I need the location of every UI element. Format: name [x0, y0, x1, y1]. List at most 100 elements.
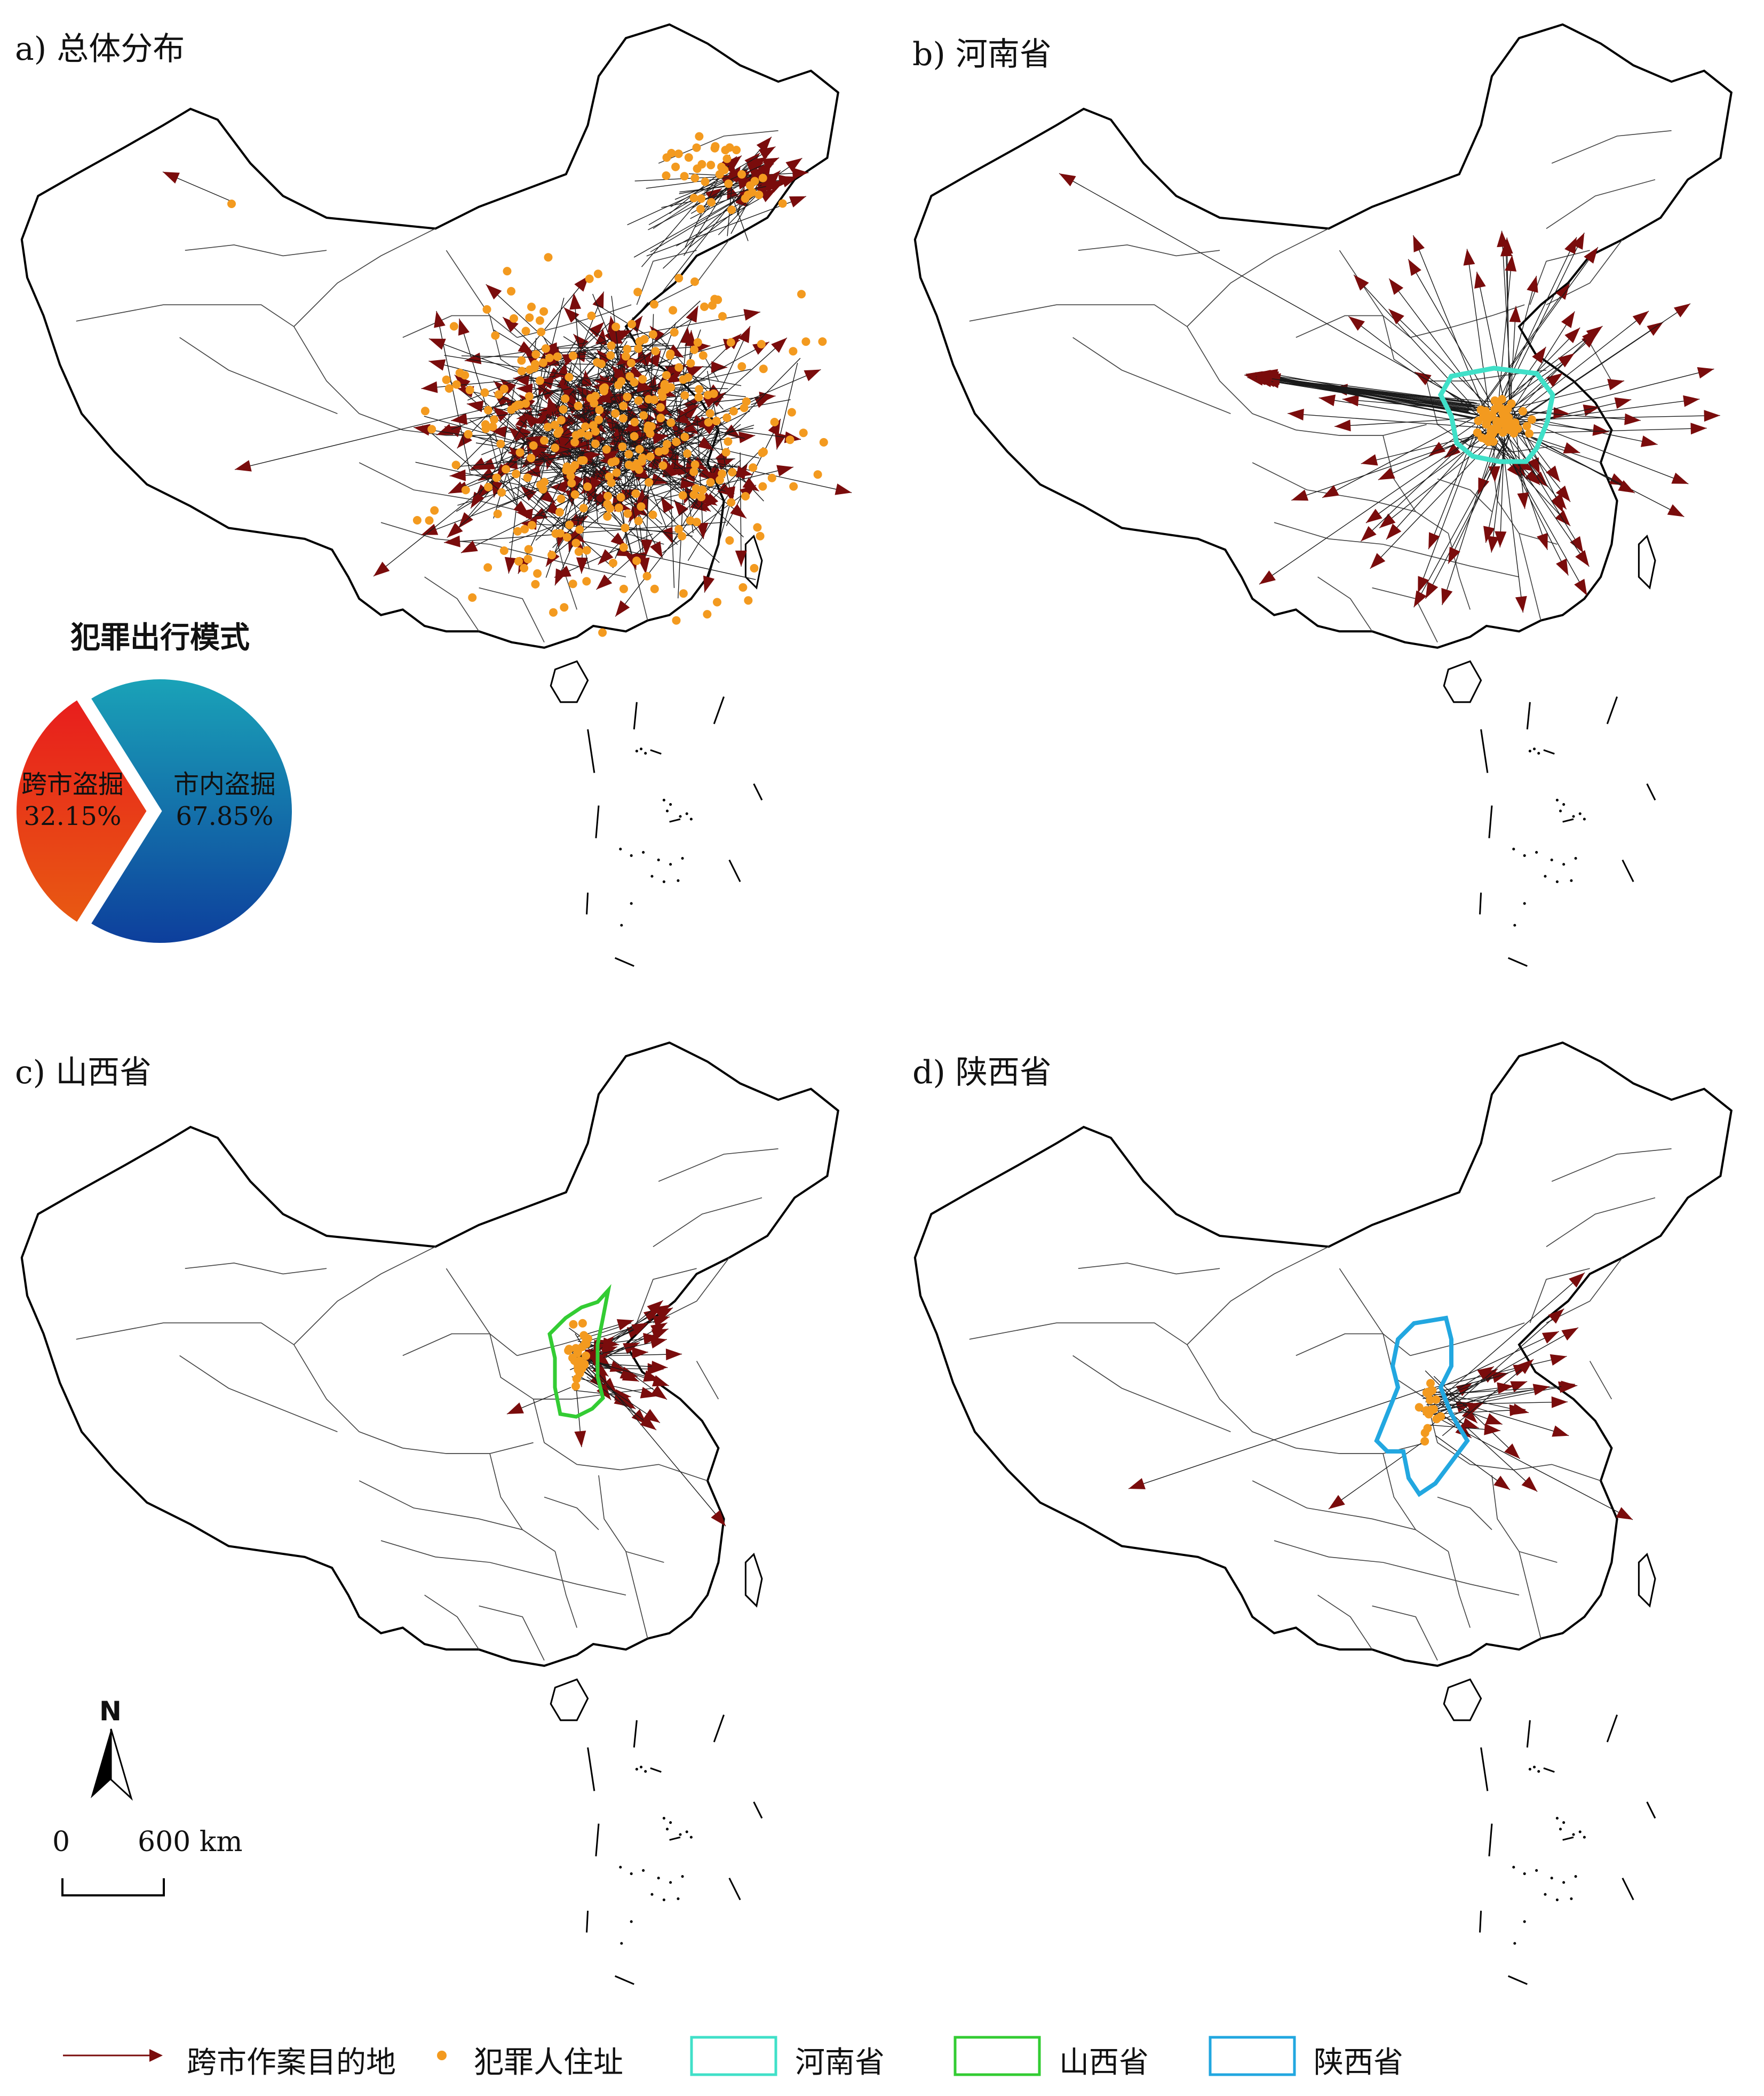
trip-arrow-d-head — [1461, 1407, 1477, 1423]
trip-arrow-a-line — [493, 380, 623, 497]
trip-arrow-b-head — [1342, 394, 1359, 407]
residence-dot-a — [527, 454, 536, 463]
residence-dot-a — [758, 173, 767, 182]
residence-dot-a — [670, 328, 679, 337]
residence-dot-a — [737, 362, 746, 371]
trip-arrow-d-line — [1128, 1387, 1431, 1489]
residence-dot-b — [1490, 396, 1499, 405]
trip-arrow-a-head — [449, 469, 466, 481]
trip-arrow-a-line — [704, 498, 732, 593]
residence-dot-a — [494, 390, 503, 399]
trip-arrow-b-head — [1584, 247, 1598, 264]
trip-arrow-a-head — [668, 366, 680, 383]
residence-dot-a — [712, 417, 721, 425]
residence-dot-a — [612, 468, 621, 477]
trip-arrow-a-head — [730, 504, 746, 519]
residence-dot-a — [718, 469, 727, 478]
trip-arrow-a-line — [608, 439, 852, 493]
trip-arrow-d-head — [1517, 1359, 1534, 1375]
trip-arrow-a-head — [651, 433, 669, 444]
residence-dot-a — [560, 603, 569, 612]
residence-dot-a — [553, 352, 562, 361]
residence-dot-a — [692, 143, 701, 152]
residence-dot-a — [581, 422, 590, 431]
trip-arrow-b-head — [1555, 486, 1570, 502]
trip-arrow-a-head — [725, 155, 742, 171]
trip-arrow-b-head — [1673, 303, 1690, 317]
trip-arrow-a-head — [503, 317, 519, 332]
trip-arrow-b-line — [1388, 308, 1506, 422]
residence-dot-a — [743, 190, 752, 200]
trip-arrow-a-head — [765, 170, 781, 186]
residence-dot-a — [710, 144, 719, 153]
trip-arrow-b-head — [1348, 316, 1365, 331]
residence-dot-d — [1426, 1395, 1435, 1404]
residence-dot-b — [1493, 425, 1502, 434]
trip-arrow-a-head — [637, 400, 654, 415]
trip-arrow-a-line — [558, 382, 649, 470]
trip-arrow-a-head — [500, 378, 517, 394]
residence-dot-a — [692, 518, 701, 527]
residence-dot-a — [818, 337, 827, 346]
trip-arrow-a-line — [535, 383, 626, 449]
residence-dot-a — [698, 351, 708, 360]
pie-label-within-city: 市内盗掘 67.85% — [173, 768, 276, 832]
trip-arrow-a-head — [703, 493, 719, 509]
legend-label-destination: 跨市作案目的地 — [187, 2045, 396, 2080]
legend-label-henan: 河南省 — [795, 2045, 885, 2080]
trip-arrow-b-head — [1555, 283, 1570, 300]
trip-arrow-b-line — [1288, 413, 1495, 429]
residence-dot-b — [1527, 415, 1536, 424]
trip-arrow-a-head — [457, 432, 472, 449]
residence-dot-d — [1426, 1387, 1435, 1396]
trip-arrow-a-line — [421, 493, 531, 536]
residence-dot-a — [623, 392, 632, 401]
residence-dot-a — [517, 367, 526, 376]
residence-dot-a — [672, 616, 681, 625]
residence-dot-a — [648, 510, 657, 519]
trip-arrow-c-head — [507, 1402, 524, 1414]
residence-dot-b — [1492, 418, 1501, 427]
residence-dot-a — [689, 467, 698, 477]
residence-dot-a — [647, 422, 656, 431]
residence-dot-a — [658, 392, 667, 401]
trip-arrow-a-line — [422, 425, 530, 516]
residence-dot-a — [650, 584, 659, 593]
trip-arrow-a-head — [680, 327, 692, 344]
trip-arrow-b-head — [1259, 570, 1276, 584]
trip-arrow-b-head — [1361, 454, 1378, 466]
residence-dot-d — [1423, 1424, 1432, 1433]
trip-arrow-a-line — [558, 535, 756, 580]
trip-arrow-a-head — [736, 466, 753, 478]
residence-dot-a — [721, 146, 730, 155]
trip-arrow-c-head — [640, 1415, 656, 1430]
trip-arrow-d-head — [1548, 1308, 1564, 1324]
residence-dot-c — [574, 1345, 583, 1354]
pie-slice-within-city — [86, 676, 295, 946]
trip-arrow-a-line — [655, 466, 794, 501]
residence-dot-a — [617, 377, 626, 386]
residence-dot-a — [741, 492, 750, 501]
trip-arrow-a-head — [589, 476, 602, 494]
residence-dot-a — [514, 557, 523, 566]
residence-dot-a — [630, 378, 639, 387]
residence-dot-a — [703, 610, 712, 619]
trip-arrow-b-head — [1697, 367, 1714, 379]
residence-dot-a — [679, 589, 688, 598]
trip-arrow-a-head — [759, 392, 776, 403]
residence-dot-a — [638, 375, 647, 384]
trip-arrow-a-head — [744, 153, 760, 169]
trip-arrow-c-head — [665, 1348, 682, 1361]
trip-arrow-a-head — [635, 552, 647, 569]
residence-dot-a — [541, 344, 550, 353]
trip-arrow-b-line — [1487, 311, 1649, 439]
residence-dot-a — [549, 608, 558, 617]
residence-dot-a — [566, 472, 575, 481]
residence-dot-a — [656, 403, 665, 412]
residence-dot-a — [680, 172, 689, 181]
trip-arrow-a-head — [778, 174, 795, 187]
residence-dot-a — [603, 499, 612, 509]
trip-arrow-b-head — [1618, 480, 1635, 493]
trip-arrow-a-head — [559, 382, 575, 398]
